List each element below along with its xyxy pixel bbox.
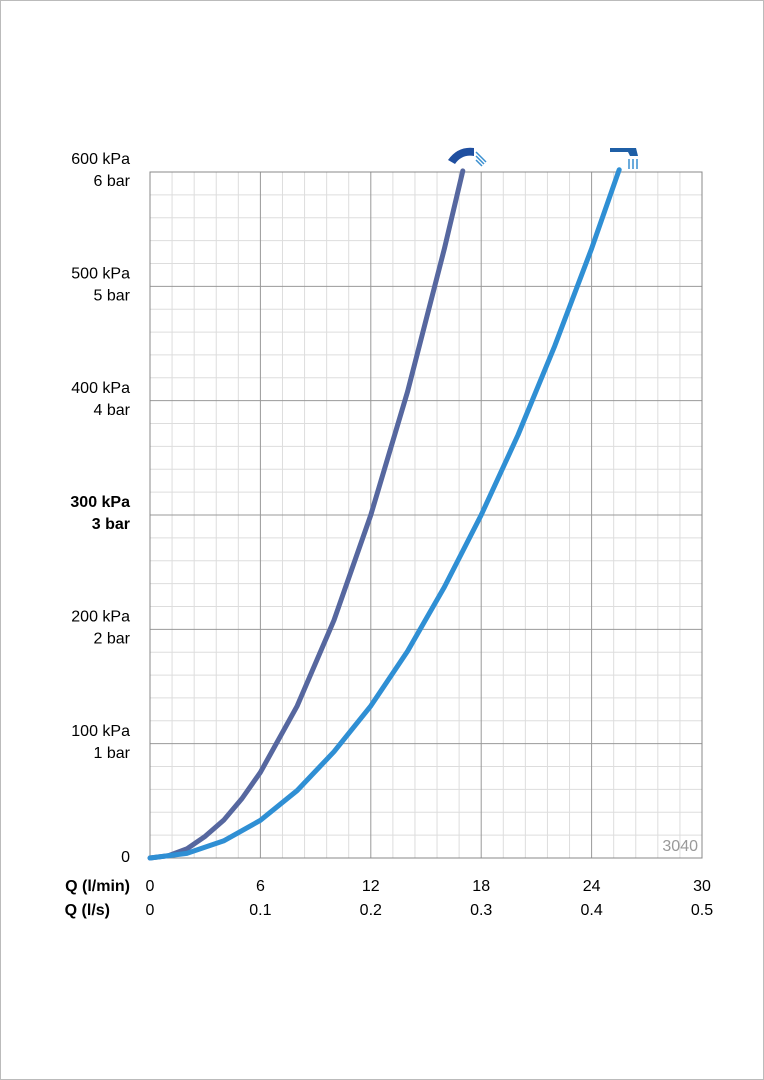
y2-tick-label: 4 bar bbox=[94, 402, 131, 419]
y-tick-label: 500 kPa bbox=[71, 266, 130, 283]
y2-tick-label: 6 bar bbox=[94, 173, 131, 190]
annotation: 3040 bbox=[662, 838, 698, 855]
y-tick-label: 0 bbox=[121, 849, 130, 866]
y2-tick-label: 1 bar bbox=[94, 745, 131, 762]
y-tick-label: 200 kPa bbox=[71, 609, 130, 626]
x2-tick-label: 0.2 bbox=[360, 902, 382, 919]
x-axis-label: Q (l/min) bbox=[65, 878, 130, 895]
spout-icon bbox=[610, 148, 638, 169]
y-tick-label: 300 kPa bbox=[70, 494, 130, 511]
y-tick-label: 600 kPa bbox=[71, 151, 130, 168]
x-tick-label: 30 bbox=[693, 878, 711, 895]
x-tick-label: 0 bbox=[146, 878, 155, 895]
x2-tick-label: 0.4 bbox=[580, 902, 602, 919]
x2-axis-label: Q (l/s) bbox=[65, 902, 110, 919]
y-tick-label: 400 kPa bbox=[71, 380, 130, 397]
curve bbox=[147, 168, 466, 861]
x2-tick-label: 0.5 bbox=[691, 902, 713, 919]
y2-tick-label: 2 bar bbox=[94, 631, 131, 648]
x-tick-label: 18 bbox=[472, 878, 490, 895]
y2-tick-label: 5 bar bbox=[94, 288, 131, 305]
plot-frame bbox=[149, 171, 703, 859]
grid bbox=[149, 171, 703, 859]
x-tick-label: 6 bbox=[256, 878, 265, 895]
x2-tick-label: 0 bbox=[146, 902, 155, 919]
shower-icon bbox=[448, 147, 487, 167]
x2-tick-label: 0.1 bbox=[249, 902, 271, 919]
curve bbox=[147, 167, 622, 861]
y-tick-label: 100 kPa bbox=[71, 723, 130, 740]
y2-tick-label: 3 bar bbox=[92, 516, 130, 533]
x-tick-label: 12 bbox=[362, 878, 380, 895]
x-tick-label: 24 bbox=[583, 878, 601, 895]
x2-tick-label: 0.3 bbox=[470, 902, 492, 919]
